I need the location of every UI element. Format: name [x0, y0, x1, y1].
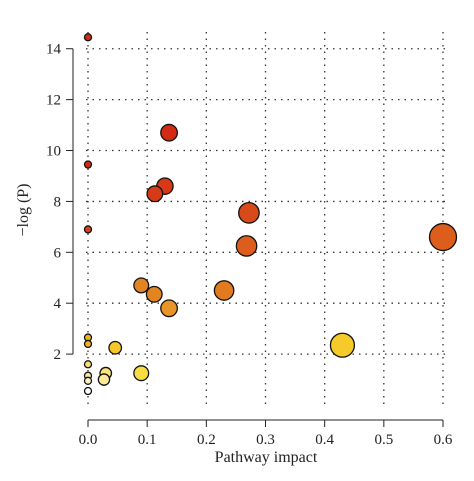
- y-tick-labels: 2 4 6 8 10 12 14: [46, 42, 62, 363]
- x-axis-label: Pathway impact: [215, 449, 318, 466]
- x-tick-labels: 0.0 0.1 0.2 0.3 0.4 0.5 0.6: [79, 432, 453, 448]
- x-tick-label: 0.1: [138, 432, 157, 448]
- data-point: [160, 123, 178, 142]
- y-tick-label: 14: [46, 42, 62, 58]
- data-point: [83, 386, 93, 396]
- x-tick-label: 0.0: [79, 432, 98, 448]
- y-tick-label: 2: [54, 347, 62, 363]
- y-tick-label: 12: [46, 93, 61, 109]
- data-point: [428, 222, 458, 252]
- y-tick-label: 8: [54, 194, 62, 210]
- data-point: [108, 340, 123, 355]
- y-tick-label: 10: [46, 144, 61, 160]
- y-axis-label: −log (P): [15, 183, 32, 236]
- data-point: [83, 360, 93, 369]
- data-point: [133, 277, 150, 294]
- data-point: [146, 185, 164, 203]
- x-tick-label: 0.4: [315, 432, 334, 448]
- y-tick-label: 4: [54, 296, 62, 312]
- data-point: [238, 201, 260, 224]
- axes: [66, 48, 444, 427]
- data-point: [329, 332, 356, 358]
- data-point: [213, 280, 235, 301]
- x-tick-label: 0.5: [374, 432, 393, 448]
- data-point: [83, 33, 93, 42]
- data-point: [160, 299, 178, 318]
- x-tick-label: 0.2: [197, 432, 216, 448]
- x-tick-label: 0.6: [434, 432, 453, 448]
- data-point: [83, 225, 93, 234]
- data-point: [145, 285, 163, 303]
- data-point: [83, 376, 93, 385]
- data-point: [133, 365, 150, 382]
- data-point: [97, 373, 111, 386]
- x-tick-label: 0.3: [256, 432, 275, 448]
- data-point: [83, 160, 93, 169]
- data-point: [235, 235, 258, 257]
- data-points: [83, 33, 458, 396]
- y-tick-label: 6: [54, 245, 62, 261]
- grid: [86, 32, 447, 407]
- data-point: [83, 339, 93, 349]
